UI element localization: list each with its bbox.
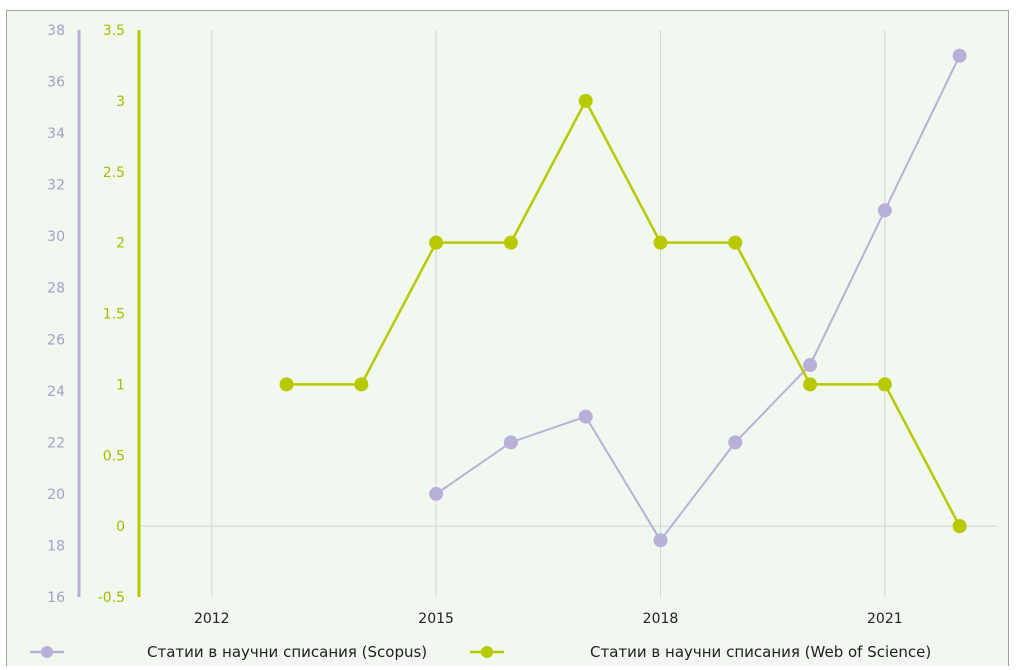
scopus-point — [877, 203, 892, 218]
scopus-point — [952, 48, 967, 63]
scopus-point — [429, 486, 444, 501]
y-right-tick-label: 1 — [116, 377, 125, 393]
y-left-tick-label: 18 — [47, 538, 65, 554]
wos-point — [429, 235, 444, 250]
wos-point — [354, 377, 369, 392]
x-tick-label: 2021 — [867, 611, 903, 627]
wos-point — [503, 235, 518, 250]
y-left-tick-label: 16 — [47, 590, 65, 606]
y-left-tick-label: 38 — [47, 23, 65, 39]
scopus-point — [503, 435, 518, 450]
wos-line — [286, 98, 961, 527]
y-right-tick-label: 0.5 — [103, 448, 125, 464]
y-right-tick-label: 2.5 — [103, 165, 125, 181]
y-left-tick-label: 28 — [47, 281, 65, 297]
y-right-tick-label: 3.5 — [103, 23, 125, 39]
y-left-tick-label: 34 — [47, 126, 65, 142]
y-left-tick-label: 20 — [47, 487, 65, 503]
legend-swatch-marker-wos — [481, 646, 493, 658]
wos-point — [279, 377, 294, 392]
wos-point — [803, 377, 818, 392]
scopus-point — [803, 358, 818, 373]
y-right-tick-label: 1.5 — [103, 307, 125, 323]
wos-point — [578, 93, 593, 108]
scopus-line — [435, 55, 961, 543]
legend-label-scopus: Статии в научни списания (Scopus) — [147, 643, 427, 661]
y-left-tick-label: 22 — [47, 435, 65, 451]
scopus-point — [653, 533, 668, 548]
grid-lines — [139, 30, 997, 597]
x-tick-label: 2012 — [194, 611, 230, 627]
wos-point — [653, 235, 668, 250]
axes: 16 18 20 22 24 26 28 30 32 34 36 38 -0.5 0 0.5 1 1.5 2 2.5… — [47, 23, 902, 627]
chart-frame: 16 18 20 22 24 26 28 30 32 34 36 38 -0.5 0 0.5 1 1.5 2 2.5… — [6, 10, 1009, 666]
y-left-tick-label: 36 — [47, 75, 65, 91]
legend: Статии в научни списания (Scopus) Статии … — [30, 643, 931, 661]
legend-label-wos: Статии в научни списания (Web of Science… — [590, 643, 931, 661]
wos-point — [877, 377, 892, 392]
line-chart: 16 18 20 22 24 26 28 30 32 34 36 38 -0.5 0 0.5 1 1.5 2 2.5… — [30, 23, 997, 661]
y-left-tick-label: 26 — [47, 332, 65, 348]
y-right-tick-label: 0 — [116, 519, 125, 535]
y-left-tick-label: 30 — [47, 229, 65, 245]
scopus-point — [728, 435, 743, 450]
y-left-tick-label: 32 — [47, 178, 65, 194]
y-right-tick-label: 2 — [116, 236, 125, 252]
data-series — [279, 48, 967, 548]
x-tick-label: 2015 — [418, 611, 454, 627]
y-left-tick-label: 24 — [47, 384, 65, 400]
x-tick-label: 2018 — [643, 611, 679, 627]
scopus-point — [578, 409, 593, 424]
wos-point — [728, 235, 743, 250]
legend-swatch-marker-scopus — [41, 646, 53, 658]
wos-point — [952, 519, 967, 534]
y-right-tick-label: 3 — [116, 94, 125, 110]
y-right-tick-label: -0.5 — [98, 590, 125, 606]
